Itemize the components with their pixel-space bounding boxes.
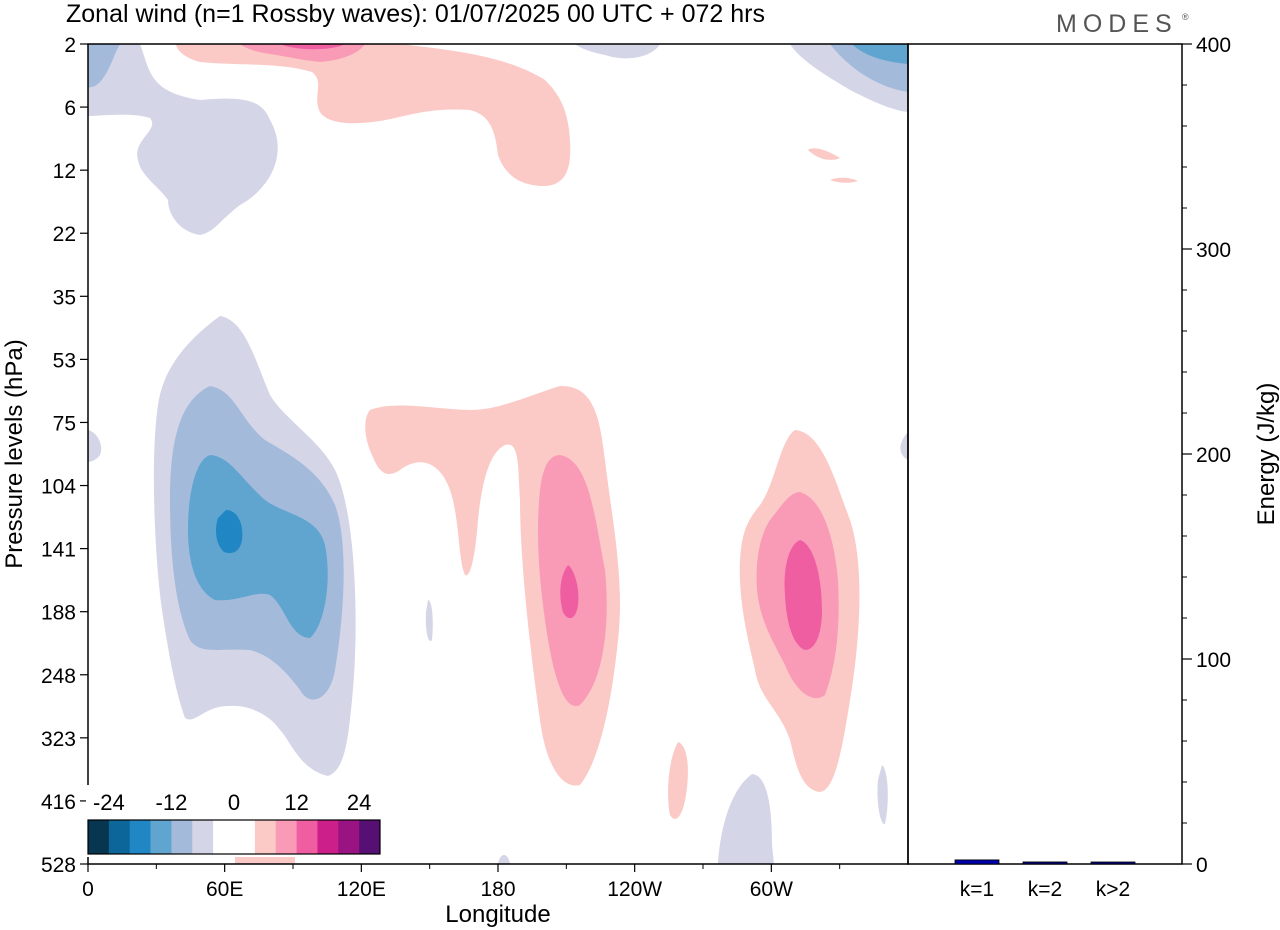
y-tick-label: 12: [53, 160, 76, 183]
x-tick-label: 0: [82, 878, 94, 901]
colorbar-swatch: [129, 820, 151, 854]
colorbar-swatch: [88, 820, 110, 854]
x-tick-label: 60W: [750, 878, 793, 901]
energy-axis-label: Energy (J/kg): [1253, 383, 1280, 526]
colorbar-swatch: [234, 820, 256, 854]
contour-neg-small-1: [425, 600, 433, 641]
contour-pos-small-3: [668, 742, 688, 819]
energy-bar: [1090, 861, 1136, 865]
y-tick-label: 323: [41, 728, 76, 751]
x-tick-label: 60E: [206, 878, 243, 901]
contour-neg-lobe-3: [188, 455, 328, 638]
colorbar-swatch: [254, 820, 277, 854]
energy-category-label: k>2: [1096, 878, 1130, 901]
energy-category-label: k=2: [1028, 878, 1062, 901]
y-tick-label: 416: [41, 791, 76, 814]
colorbar-swatch: [108, 820, 131, 854]
contour-pos-small-2: [830, 177, 858, 183]
colorbar-label: 24: [347, 790, 371, 815]
y-tick-label: 22: [53, 223, 76, 246]
x-tick-label: 120E: [337, 878, 386, 901]
colorbar-swatch: [338, 820, 360, 854]
colorbar-label: 12: [284, 790, 308, 815]
y-tick-label: 104: [41, 476, 76, 499]
colorbar-swatch: [275, 820, 297, 854]
y-tick-label: 248: [41, 665, 76, 688]
contour-pos-bottom: [235, 856, 295, 864]
colorbar-swatch: [359, 820, 381, 854]
energy-tick-label: 300: [1196, 239, 1231, 262]
energy-tick-label: 100: [1196, 649, 1231, 672]
contour-pos3-upper: [280, 44, 345, 50]
energy-ticks: 0 100 200 300 400: [1182, 34, 1231, 877]
y-tick-label: 6: [64, 97, 76, 120]
energy-bar: [1022, 861, 1068, 865]
y-tick-label: 75: [53, 412, 76, 435]
contour-neg-bottom: [718, 774, 774, 864]
y-tick-label: 188: [41, 602, 76, 625]
contour-pos-lobe-a-core: [560, 565, 579, 619]
x-axis-label: Longitude: [445, 901, 550, 928]
modes-logo: MODES: [1056, 10, 1178, 38]
contour-neg-edge-right: [900, 432, 908, 460]
y-tick-label: 2: [64, 34, 76, 57]
contour-neg-small-3: [498, 855, 510, 864]
contour-pos-lobe-b-3: [784, 540, 822, 650]
contour-fields: [88, 44, 908, 864]
energy-category-label: k=1: [960, 878, 994, 901]
energy-panel: 0 100 200 300 400 k=1 k=2 k>2 Energy (J/kg): [907, 34, 1280, 901]
y-tick-label: 53: [53, 349, 76, 372]
chart-title: Zonal wind (n=1 Rossby waves): 01/07/202…: [66, 0, 765, 28]
x-tick-label: 120W: [607, 878, 662, 901]
colorbar-swatch: [213, 820, 235, 854]
contour-pos-upper: [176, 44, 571, 186]
contour-neg2-upper-left: [88, 44, 120, 88]
contour-pos-small-1: [808, 148, 840, 160]
contour-neg-edge-left: [88, 430, 102, 462]
energy-tick-label: 200: [1196, 444, 1231, 467]
energy-tick-label: 0: [1196, 854, 1208, 877]
contour-neg-upper-left: [88, 44, 278, 235]
y-tick-label: 141: [41, 539, 76, 562]
logo-registered-mark: ®: [1182, 12, 1189, 22]
colorbar-swatch: [192, 820, 214, 854]
colorbar-swatch: [171, 820, 193, 854]
colorbar-swatch: [150, 820, 172, 854]
energy-tick-label: 400: [1196, 34, 1231, 57]
energy-frame: [907, 43, 1183, 865]
colorbar-frame: [87, 819, 381, 855]
contour-neg3-upper-right: [852, 44, 908, 64]
contour-pos2-upper: [240, 44, 365, 62]
y-tick-label: 528: [41, 854, 76, 877]
colorbar-label: -12: [156, 790, 188, 815]
colorbar-label: 0: [228, 790, 240, 815]
energy-bars: [954, 859, 1136, 865]
contour-neg-lobe-core: [216, 510, 243, 554]
colorbar: -24 -12 0 12 24: [86, 785, 382, 857]
zonal-wind-panel: 0 60E 120E 180 120W 60W 2 6 12 22 35 53 75 104 141 188…: [1, 34, 909, 928]
y-axis-label: Pressure levels (hPa): [1, 339, 28, 568]
longitude-ticks: 0 60E 120E 180 120W 60W: [82, 864, 841, 901]
contour-neg-small-2: [877, 765, 888, 825]
energy-category-labels: k=1 k=2 k>2: [960, 878, 1130, 901]
x-tick-label: 180: [480, 878, 515, 901]
y-tick-label: 35: [53, 286, 76, 309]
colorbar-swatch: [296, 820, 318, 854]
colorbar-label: -24: [93, 790, 125, 815]
contour-neg-top-center: [575, 44, 660, 59]
energy-bar: [954, 859, 1000, 865]
colorbar-swatch: [317, 820, 339, 854]
pressure-ticks: 2 6 12 22 35 53 75 104 141 188 248 323 416 528: [41, 34, 88, 877]
